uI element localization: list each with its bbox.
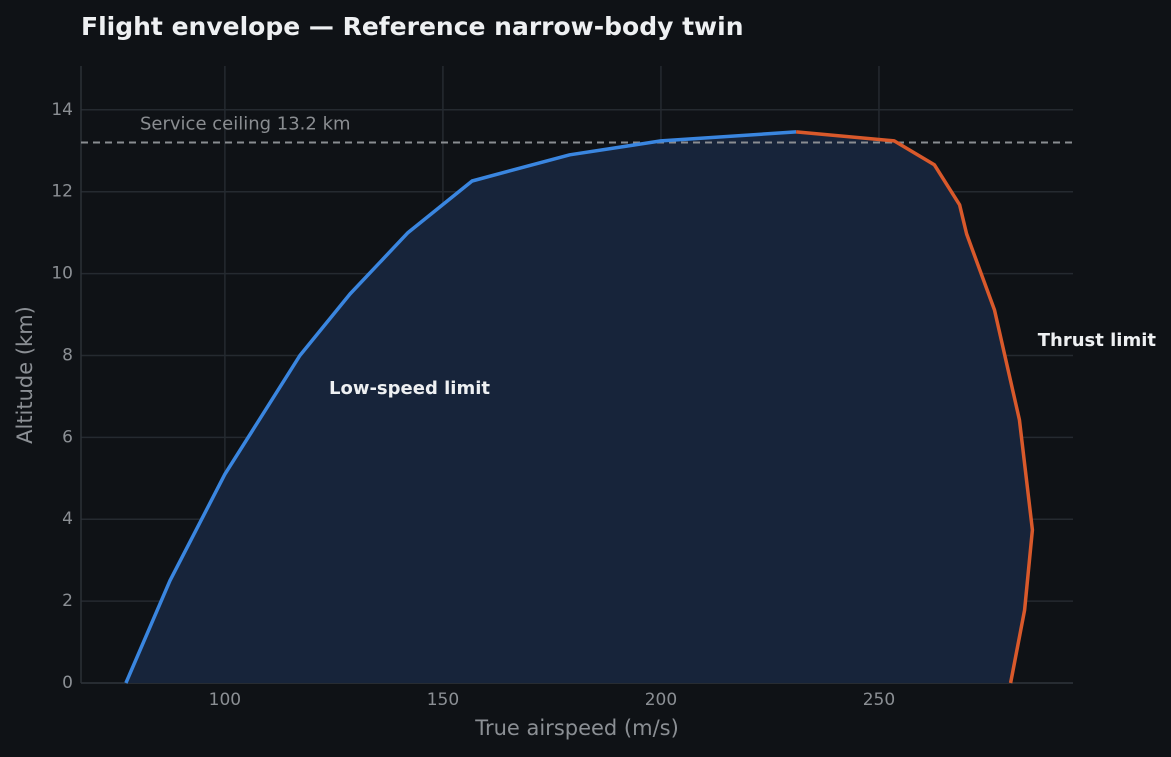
x-axis-label: True airspeed (m/s) xyxy=(474,716,679,740)
series-line xyxy=(795,130,1035,684)
y-tick-label: 6 xyxy=(62,427,73,447)
y-axis-label: Altitude (km) xyxy=(13,306,37,444)
series-line xyxy=(124,130,797,684)
series-annotation: Low-speed limit xyxy=(329,378,490,399)
x-tick-label: 150 xyxy=(427,690,459,710)
x-tick-label: 100 xyxy=(209,690,241,710)
y-tick-label: 10 xyxy=(51,264,73,284)
reference-label: Service ceiling 13.2 km xyxy=(140,114,351,135)
y-tick-label: 4 xyxy=(62,509,73,529)
envelope-area xyxy=(125,131,1033,683)
chart-title: Flight envelope — Reference narrow-body … xyxy=(81,12,744,41)
x-tick-label: 200 xyxy=(645,690,677,710)
y-tick-label: 8 xyxy=(62,345,73,365)
y-tick-label: 12 xyxy=(51,182,73,202)
y-tick-label: 2 xyxy=(62,591,73,611)
series-annotation: Thrust limit xyxy=(1038,330,1157,351)
y-tick-label: 0 xyxy=(62,673,73,693)
x-tick-label: 250 xyxy=(863,690,895,710)
y-tick-label: 14 xyxy=(51,100,73,120)
